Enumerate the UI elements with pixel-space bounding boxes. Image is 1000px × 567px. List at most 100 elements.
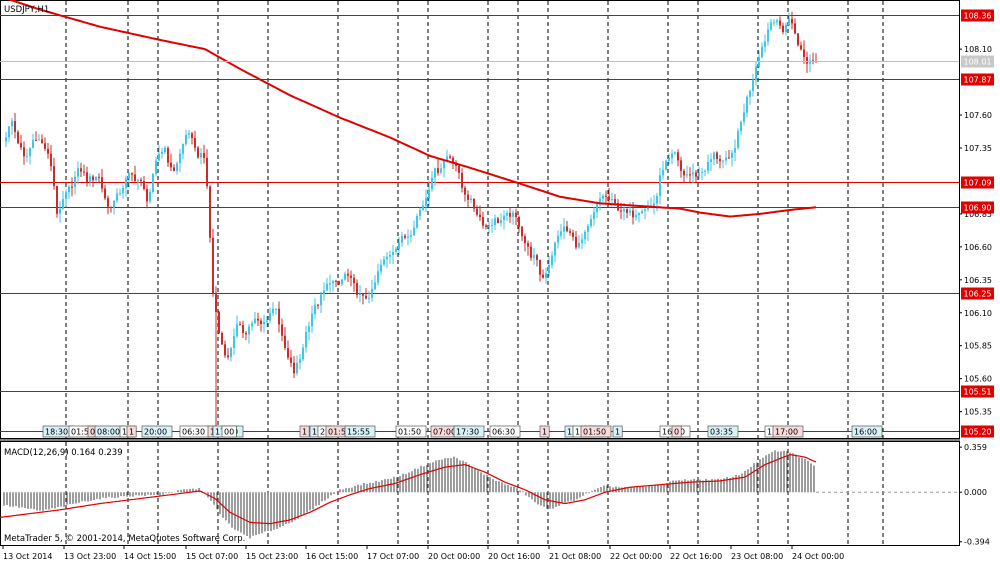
candle-body bbox=[377, 271, 379, 283]
candle-body bbox=[737, 131, 739, 149]
candle-body bbox=[503, 215, 505, 221]
event-marker[interactable] bbox=[344, 425, 376, 438]
candle-body bbox=[284, 335, 286, 349]
candle-body bbox=[113, 200, 115, 208]
candle-body bbox=[236, 324, 238, 337]
event-marker[interactable] bbox=[539, 425, 550, 438]
candle-body bbox=[257, 318, 259, 321]
candle-body bbox=[395, 248, 397, 252]
candle-body bbox=[197, 147, 199, 158]
level-label-box bbox=[961, 425, 994, 438]
candle-body bbox=[689, 174, 691, 176]
event-marker[interactable] bbox=[489, 425, 521, 438]
candle-body bbox=[647, 206, 649, 210]
candle-body bbox=[347, 273, 349, 276]
candle-body bbox=[428, 189, 430, 199]
candle-body bbox=[704, 170, 706, 172]
event-marker[interactable] bbox=[671, 425, 682, 438]
time-tick-label: 13 Oct 23:00 bbox=[64, 552, 116, 561]
event-marker[interactable] bbox=[221, 425, 237, 438]
level-label: 107.09 bbox=[964, 179, 992, 188]
event-marker[interactable] bbox=[851, 425, 883, 438]
copyright-text: MetaTrader 5, © 2001-2014, MetaQuotes So… bbox=[4, 534, 245, 544]
candle-body bbox=[572, 232, 574, 237]
event-marker[interactable] bbox=[395, 425, 427, 438]
candle-body bbox=[200, 153, 202, 158]
candle-body bbox=[218, 312, 220, 333]
event-marker-label: 08:00 bbox=[97, 428, 120, 437]
candle-body bbox=[632, 210, 634, 218]
candle-body bbox=[38, 139, 40, 141]
candle-body bbox=[356, 283, 358, 296]
event-marker[interactable] bbox=[141, 425, 173, 438]
candle-body bbox=[611, 199, 613, 201]
candle-body bbox=[281, 324, 283, 336]
candle-body bbox=[155, 160, 157, 174]
candle-body bbox=[185, 134, 187, 144]
candle-body bbox=[752, 80, 754, 91]
candle-body bbox=[590, 219, 592, 227]
event-marker[interactable] bbox=[772, 425, 804, 438]
event-marker[interactable] bbox=[707, 425, 739, 438]
candles-layer bbox=[5, 11, 817, 435]
candle-body bbox=[587, 226, 589, 232]
candle-body bbox=[203, 153, 205, 158]
candle-body bbox=[800, 45, 802, 50]
candle-body bbox=[422, 205, 424, 210]
event-marker[interactable] bbox=[612, 425, 623, 438]
candle-body bbox=[620, 210, 622, 212]
time-tick-label: 21 Oct 08:00 bbox=[549, 552, 601, 561]
vertical-grid bbox=[0, 1, 960, 545]
candle-body bbox=[500, 220, 502, 223]
candle-body bbox=[692, 172, 694, 175]
candle-body bbox=[605, 195, 607, 197]
event-marker[interactable] bbox=[299, 425, 310, 438]
candle-body bbox=[431, 177, 433, 190]
candle-body bbox=[107, 198, 109, 207]
candle-body bbox=[212, 237, 214, 294]
event-marker-label: 22 bbox=[320, 428, 330, 437]
level-label-box bbox=[961, 9, 994, 22]
candle-body bbox=[56, 185, 58, 214]
candle-body bbox=[116, 193, 118, 201]
candle-body bbox=[176, 163, 178, 172]
candle-body bbox=[449, 156, 451, 158]
event-marker[interactable] bbox=[580, 425, 612, 438]
price-tick-label: 105.60 bbox=[964, 375, 992, 384]
candle-body bbox=[173, 167, 175, 172]
macd-tick-label: 0.000 bbox=[964, 488, 987, 497]
candle-body bbox=[251, 323, 253, 327]
event-marker-label: 1 bbox=[767, 428, 772, 437]
candle-body bbox=[809, 60, 811, 64]
event-marker-label: 19 bbox=[312, 428, 322, 437]
candle-body bbox=[515, 212, 517, 217]
candle-body bbox=[188, 133, 190, 135]
time-axis: 13 Oct 2014 13 Oct 23:00 14 Oct 15:00 15 Oc… bbox=[2, 545, 844, 561]
current-price-label: 108.01 bbox=[964, 58, 992, 67]
time-tick-label: 14 Oct 15:00 bbox=[124, 552, 176, 561]
candle-body bbox=[485, 225, 487, 227]
candle-body bbox=[266, 320, 268, 322]
candle-body bbox=[362, 293, 364, 296]
time-tick-label: 22 Oct 00:00 bbox=[610, 552, 662, 561]
event-marker[interactable] bbox=[453, 425, 485, 438]
candle-body bbox=[530, 246, 532, 258]
candle-body bbox=[20, 143, 22, 148]
candle-body bbox=[23, 147, 25, 157]
event-marker-label: 16:00 bbox=[854, 428, 877, 437]
price-tick-label: 107.60 bbox=[964, 111, 992, 120]
moving-average-line bbox=[7, 0, 817, 218]
candle-body bbox=[386, 256, 388, 260]
event-marker-label: 15:55 bbox=[347, 428, 370, 437]
candle-body bbox=[635, 215, 637, 218]
price-tick-label: 106.10 bbox=[964, 309, 992, 318]
candle-body bbox=[548, 265, 550, 274]
event-marker[interactable] bbox=[126, 425, 137, 438]
candle-body bbox=[584, 231, 586, 240]
candle-body bbox=[713, 152, 715, 160]
candle-body bbox=[146, 188, 148, 202]
candle-body bbox=[317, 304, 319, 306]
candle-body bbox=[53, 166, 55, 186]
candle-body bbox=[308, 326, 310, 332]
candle-body bbox=[698, 172, 700, 177]
